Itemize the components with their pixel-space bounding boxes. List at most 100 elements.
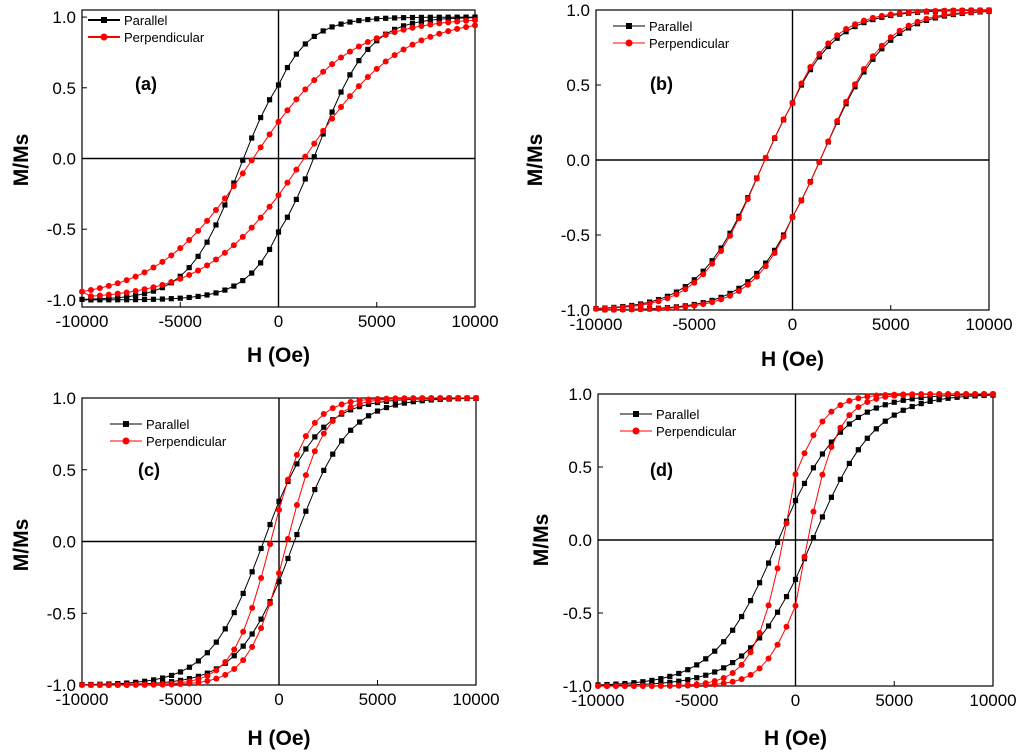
- data-point-perpendicular: [355, 43, 362, 50]
- panel-label: (b): [650, 74, 673, 94]
- data-point-perpendicular: [637, 306, 644, 313]
- data-point-perpendicular: [747, 649, 754, 656]
- data-point-parallel: [151, 677, 157, 683]
- data-point-perpendicular: [864, 393, 871, 400]
- data-point-perpendicular: [977, 8, 984, 15]
- data-point-perpendicular: [473, 395, 479, 402]
- data-point-parallel: [222, 626, 228, 632]
- data-point-perpendicular: [664, 295, 671, 302]
- data-point-perpendicular: [843, 25, 850, 32]
- data-point-perpendicular: [673, 304, 680, 311]
- data-point-perpendicular: [810, 432, 817, 439]
- data-point-perpendicular: [141, 681, 148, 688]
- data-point-perpendicular: [472, 22, 478, 29]
- data-point-perpendicular: [735, 288, 742, 295]
- data-point-parallel: [792, 576, 799, 583]
- y-tick-label: 1.0: [566, 1, 590, 20]
- data-point-parallel: [945, 395, 951, 401]
- data-point-perpendicular: [738, 676, 745, 683]
- data-point-perpendicular: [789, 100, 796, 106]
- data-point-perpendicular: [860, 17, 867, 24]
- data-point-perpendicular: [141, 269, 148, 276]
- data-point-parallel: [454, 15, 460, 21]
- data-point-perpendicular: [114, 280, 121, 287]
- data-point-perpendicular: [810, 508, 817, 515]
- data-point-perpendicular: [735, 215, 742, 222]
- data-point-perpendicular: [834, 118, 841, 125]
- legend-marker: [101, 17, 107, 23]
- data-point-perpendicular: [896, 27, 903, 34]
- data-point-perpendicular: [346, 93, 353, 100]
- data-point-perpendicular: [682, 303, 689, 310]
- data-point-perpendicular: [774, 641, 781, 648]
- data-point-parallel: [756, 580, 763, 586]
- data-point-parallel: [159, 675, 166, 681]
- data-point-parallel: [748, 645, 754, 651]
- data-point-perpendicular: [819, 418, 826, 425]
- data-point-perpendicular: [718, 296, 725, 303]
- data-point-perpendicular: [936, 391, 943, 398]
- data-point-parallel: [694, 675, 700, 681]
- data-point-parallel: [667, 679, 673, 685]
- data-point-perpendicular: [700, 271, 707, 278]
- data-point-parallel: [240, 590, 246, 597]
- data-point-perpendicular: [828, 443, 835, 450]
- data-point-perpendicular: [239, 170, 246, 177]
- data-point-parallel: [891, 399, 897, 405]
- data-point-parallel: [783, 593, 790, 600]
- data-point-parallel: [347, 19, 353, 25]
- data-point-parallel: [356, 17, 362, 24]
- data-point-parallel: [873, 426, 879, 432]
- data-point-parallel: [864, 409, 870, 415]
- data-point-perpendicular: [105, 681, 112, 688]
- data-point-parallel: [88, 297, 94, 303]
- data-point-parallel: [700, 268, 706, 274]
- data-point-parallel: [141, 291, 148, 297]
- legend-marker: [100, 33, 108, 41]
- data-point-perpendicular: [825, 40, 832, 47]
- x-tick-label: -10000: [572, 691, 625, 710]
- data-point-perpendicular: [213, 675, 220, 682]
- data-point-parallel: [873, 405, 879, 411]
- data-point-perpendicular: [383, 396, 390, 403]
- data-point-perpendicular: [941, 11, 948, 18]
- data-point-perpendicular: [726, 292, 733, 299]
- legend-marker: [122, 437, 130, 445]
- data-point-perpendicular: [729, 678, 736, 685]
- x-tick-label: 10000: [965, 315, 1012, 334]
- x-tick-label: 0: [274, 690, 283, 709]
- data-point-perpendicular: [96, 285, 103, 292]
- data-point-perpendicular: [231, 666, 238, 673]
- panel-label: (d): [650, 460, 673, 480]
- data-point-perpendicular: [302, 86, 309, 93]
- data-point-perpendicular: [765, 602, 772, 609]
- data-point-perpendicular: [338, 54, 345, 61]
- data-point-perpendicular: [311, 448, 318, 455]
- data-point-parallel: [400, 15, 407, 21]
- data-point-perpendicular: [682, 286, 689, 293]
- x-tick-label: 5000: [872, 315, 910, 334]
- data-point-perpendicular: [221, 195, 228, 202]
- data-point-parallel: [846, 421, 852, 427]
- data-point-parallel: [436, 16, 442, 22]
- data-point-perpendicular: [293, 502, 300, 509]
- data-point-perpendicular: [338, 103, 345, 110]
- data-point-perpendicular: [762, 263, 769, 270]
- data-point-perpendicular: [887, 34, 894, 41]
- data-point-perpendicular: [927, 391, 934, 398]
- x-tick-label: 10000: [969, 691, 1016, 710]
- data-point-perpendicular: [612, 682, 619, 689]
- data-point-perpendicular: [338, 401, 345, 408]
- data-point-parallel: [409, 20, 416, 26]
- data-point-perpendicular: [79, 288, 85, 295]
- data-point-perpendicular: [819, 471, 826, 478]
- data-point-parallel: [383, 15, 389, 21]
- data-point-perpendicular: [409, 24, 416, 31]
- data-point-perpendicular: [418, 23, 425, 30]
- data-point-perpendicular: [637, 302, 644, 309]
- data-point-parallel: [909, 403, 915, 410]
- data-point-parallel: [312, 434, 318, 440]
- data-point-parallel: [703, 672, 709, 678]
- data-point-parallel: [891, 412, 897, 418]
- data-point-perpendicular: [753, 273, 760, 280]
